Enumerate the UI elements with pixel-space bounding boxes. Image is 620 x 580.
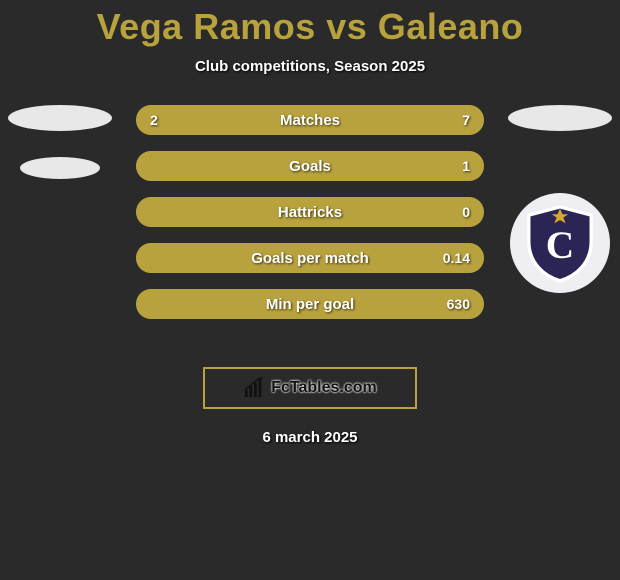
player-left-avatar: [8, 105, 112, 131]
stat-bar-label: Matches: [136, 112, 484, 129]
stat-bar: Hattricks0: [136, 197, 484, 227]
date-label: 6 march 2025: [0, 429, 620, 446]
stat-bar: Min per goal630: [136, 289, 484, 319]
stat-bar-label: Min per goal: [136, 296, 484, 313]
shield-icon: C: [519, 202, 601, 284]
subtitle: Club competitions, Season 2025: [0, 58, 620, 75]
player-right-avatar: [508, 105, 612, 131]
brand-box: FcTables.com: [203, 367, 417, 409]
stat-value-left: 2: [150, 112, 158, 128]
stat-value-right: 0: [462, 204, 470, 220]
chart-icon: [243, 377, 265, 399]
page-title: Vega Ramos vs Galeano: [0, 0, 620, 48]
stat-bar-label: Goals per match: [136, 250, 484, 267]
stat-value-right: 630: [447, 296, 470, 312]
club-left-avatar: [20, 157, 100, 179]
stat-bar: Goals per match0.14: [136, 243, 484, 273]
svg-text:C: C: [546, 223, 574, 267]
stat-bar-label: Hattricks: [136, 204, 484, 221]
club-right-crest: C: [510, 193, 610, 293]
player-right-column: C: [500, 105, 620, 293]
stat-bar: Matches2 7: [136, 105, 484, 135]
player-left-column: [0, 105, 120, 179]
stat-bar: Goals1: [136, 151, 484, 181]
stat-value-right: 0.14: [443, 250, 470, 266]
comparison-stage: Matches2 7 Goals1 Hattricks0 Goals per match…: [0, 105, 620, 345]
stat-bars: Matches2 7 Goals1 Hattricks0 Goals per match…: [136, 105, 484, 319]
stat-value-right: 7: [462, 112, 470, 128]
stat-bar-label: Goals: [136, 158, 484, 175]
brand-label: FcTables.com: [271, 379, 377, 397]
stat-value-right: 1: [462, 158, 470, 174]
